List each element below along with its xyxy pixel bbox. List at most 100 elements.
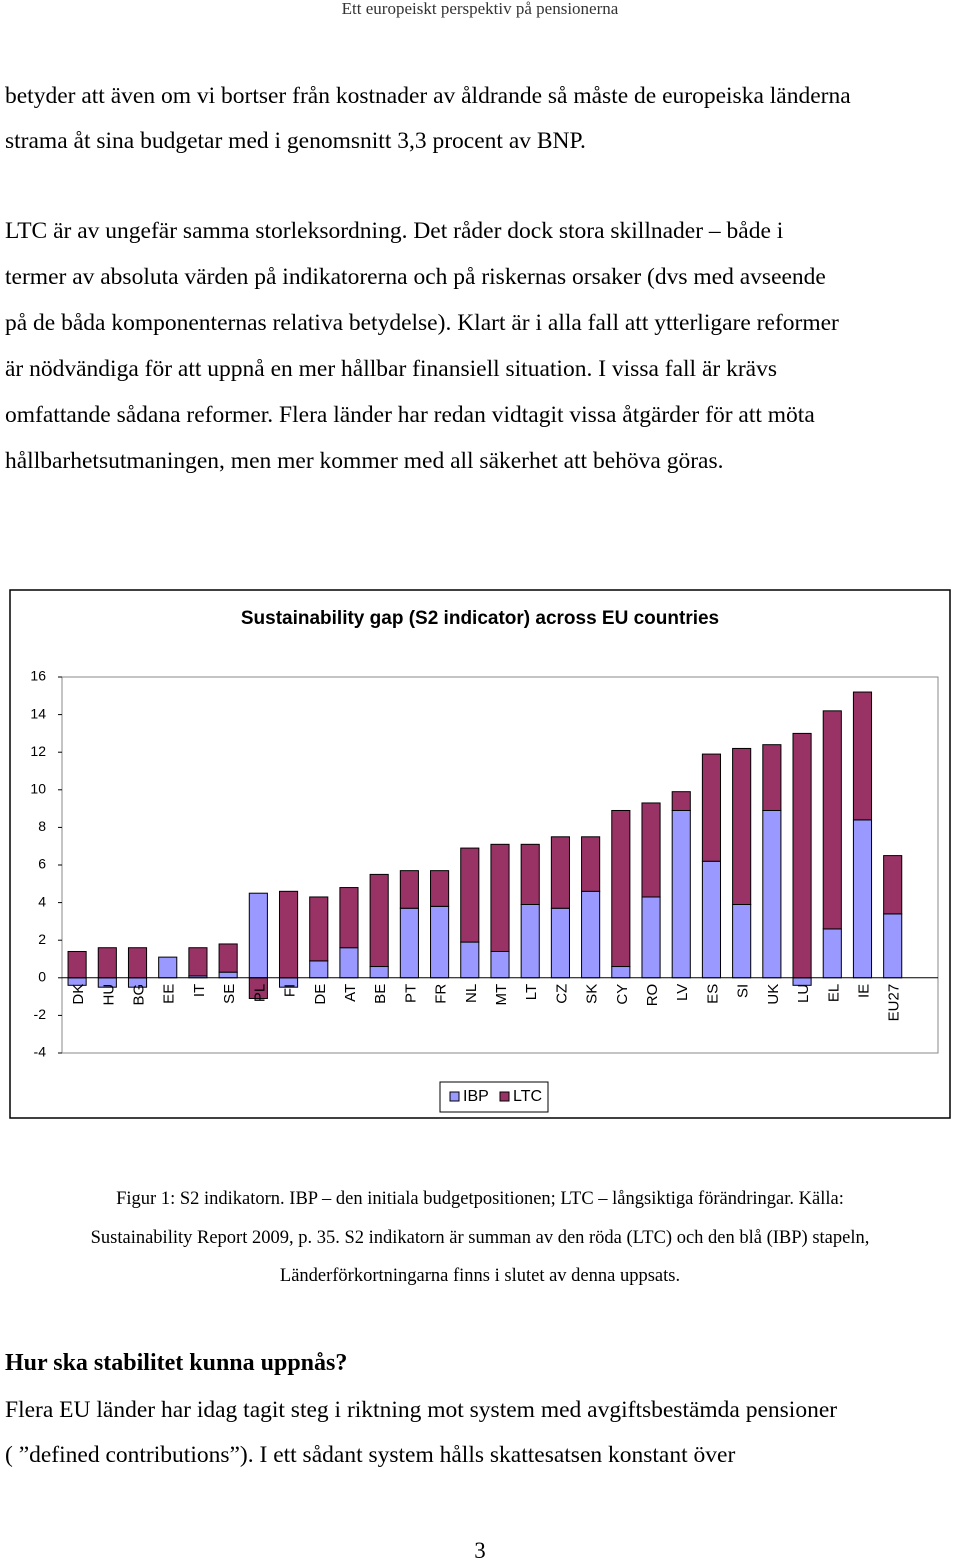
bar-segment bbox=[671, 791, 691, 811]
bar-segment bbox=[430, 870, 450, 907]
bar-segment bbox=[762, 809, 782, 979]
bar-segment bbox=[550, 836, 570, 909]
text-line: Flera EU länder har idag tagit steg i ri… bbox=[5, 1397, 838, 1423]
bar-segment bbox=[883, 855, 903, 915]
x-tick-label: EU27 bbox=[886, 984, 903, 1022]
page-number: 3 bbox=[474, 1538, 486, 1563]
y-tick-label: 14 bbox=[30, 705, 46, 721]
x-tick-label: RO bbox=[644, 984, 661, 1007]
section-heading: Hur ska stabilitet kunna uppnås? bbox=[5, 1350, 348, 1376]
text-line: omfattande sådana reformer. Flera länder… bbox=[5, 402, 815, 428]
x-tick-label: SE bbox=[221, 984, 238, 1004]
bar-segment bbox=[369, 966, 389, 979]
bar-segment bbox=[339, 947, 359, 979]
y-tick-label: 0 bbox=[38, 969, 46, 985]
x-tick-label: LV bbox=[674, 984, 691, 1001]
x-tick-label: IE bbox=[855, 984, 872, 998]
text-line: hållbarhetsutmaningen, men mer kommer me… bbox=[5, 448, 724, 474]
y-tick-label: 4 bbox=[38, 893, 46, 909]
x-tick-label: HU bbox=[100, 984, 117, 1006]
y-tick-label: 12 bbox=[30, 743, 46, 759]
running-header: Ett europeiskt perspektiv på pensionerna bbox=[341, 0, 619, 18]
chart-title: Sustainability gap (S2 indicator) across… bbox=[241, 608, 719, 629]
bar-segment bbox=[611, 809, 631, 968]
bar-segment bbox=[218, 971, 238, 979]
x-tick-label: SI bbox=[735, 984, 752, 998]
x-tick-label: LU bbox=[795, 984, 812, 1003]
bar-segment bbox=[67, 950, 87, 979]
x-tick-label: BE bbox=[372, 984, 389, 1004]
bar-segment bbox=[520, 843, 540, 905]
bar-segment bbox=[339, 887, 359, 949]
x-tick-label: DK bbox=[70, 984, 87, 1005]
y-tick-label: -2 bbox=[34, 1006, 47, 1022]
x-tick-label: ES bbox=[704, 984, 721, 1004]
text-line: ( ”defined contributions”). I ett sådant… bbox=[5, 1442, 736, 1468]
bar-segment bbox=[883, 913, 903, 979]
x-tick-label: EE bbox=[161, 984, 178, 1004]
bar-segment bbox=[641, 802, 661, 898]
x-tick-label: PT bbox=[402, 984, 419, 1003]
bar-segment bbox=[732, 903, 752, 979]
bar-segment bbox=[127, 947, 148, 979]
bar-segment bbox=[852, 819, 873, 979]
y-tick-label: 2 bbox=[38, 931, 46, 947]
text-line: på de båda komponenternas relativa betyd… bbox=[5, 310, 839, 336]
bar-segment bbox=[701, 753, 722, 862]
bar-segment bbox=[188, 947, 208, 977]
bar-segment bbox=[309, 960, 329, 979]
bar-segment bbox=[520, 903, 540, 979]
bar-segment bbox=[671, 809, 691, 979]
bar-segment bbox=[278, 890, 299, 979]
text-line: LTC är av ungefär samma storleksordning.… bbox=[5, 218, 784, 244]
x-tick-label: LT bbox=[523, 984, 540, 1000]
text-line: termer av absoluta värden på indikatorer… bbox=[5, 264, 826, 290]
bar-segment bbox=[852, 691, 873, 821]
bar-segment bbox=[641, 896, 661, 979]
bar-segment bbox=[248, 892, 268, 979]
y-tick-label: 6 bbox=[38, 856, 46, 872]
bar-segment bbox=[490, 843, 510, 952]
bar-segment bbox=[822, 710, 842, 930]
bar-segment bbox=[732, 747, 752, 905]
legend-label: IBP bbox=[463, 1088, 489, 1105]
text-line: strama åt sina budgetar med i genomsnitt… bbox=[5, 128, 586, 154]
x-tick-label: MT bbox=[493, 984, 510, 1006]
x-tick-label: BG bbox=[131, 984, 148, 1006]
bar-segment bbox=[822, 928, 842, 979]
x-tick-label: NL bbox=[463, 984, 480, 1003]
bar-segment bbox=[611, 966, 631, 979]
legend-swatch bbox=[449, 1091, 460, 1102]
bar-segment bbox=[581, 836, 601, 892]
bar-segment bbox=[550, 907, 570, 979]
x-tick-label: DE bbox=[312, 984, 329, 1005]
legend-label: LTC bbox=[513, 1088, 542, 1105]
bar-segment bbox=[369, 873, 389, 968]
y-tick-label: 10 bbox=[30, 781, 46, 797]
x-tick-label: AT bbox=[342, 984, 359, 1002]
figure-caption: Länderförkortningarna finns i slutet av … bbox=[279, 1266, 681, 1286]
bar-segment bbox=[762, 744, 782, 811]
x-tick-label: EL bbox=[825, 984, 842, 1002]
bar-segment bbox=[309, 896, 329, 962]
x-tick-label: FI bbox=[282, 984, 299, 997]
bar-segment bbox=[460, 941, 480, 979]
y-tick-label: 16 bbox=[30, 668, 46, 684]
bar-segment bbox=[460, 847, 480, 943]
x-tick-label: FR bbox=[433, 984, 450, 1004]
bar-segment bbox=[399, 907, 419, 979]
bar-segment bbox=[581, 890, 601, 979]
bar-segment bbox=[97, 947, 117, 979]
bar-segment bbox=[218, 943, 238, 973]
x-tick-label: PL bbox=[251, 984, 268, 1002]
legend-swatch bbox=[499, 1091, 510, 1102]
bar-segment bbox=[430, 905, 450, 979]
x-tick-label: CY bbox=[614, 984, 631, 1005]
bar-segment bbox=[701, 860, 722, 979]
x-tick-label: SK bbox=[584, 984, 601, 1004]
y-tick-label: 8 bbox=[38, 818, 46, 834]
x-tick-label: UK bbox=[765, 984, 782, 1005]
figure-caption: Figur 1: S2 indikatorn. IBP – den initia… bbox=[116, 1189, 844, 1209]
